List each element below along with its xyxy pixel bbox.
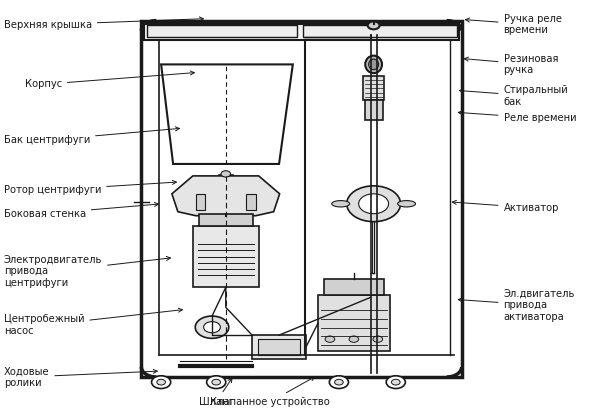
Ellipse shape bbox=[332, 201, 350, 207]
Bar bbox=[145, 24, 458, 40]
Text: Шланг: Шланг bbox=[199, 378, 233, 407]
Bar bbox=[365, 100, 383, 120]
Polygon shape bbox=[161, 64, 293, 164]
Circle shape bbox=[335, 379, 343, 385]
Text: Реле времени: Реле времени bbox=[458, 111, 576, 123]
Circle shape bbox=[157, 379, 166, 385]
Text: Клапанное устройство: Клапанное устройство bbox=[210, 377, 330, 407]
Text: Корпус: Корпус bbox=[25, 71, 194, 89]
Circle shape bbox=[152, 376, 171, 388]
Circle shape bbox=[329, 376, 349, 388]
Bar bbox=[218, 175, 233, 183]
Bar bbox=[324, 279, 384, 295]
Circle shape bbox=[359, 194, 389, 214]
Text: Эл.двигатель
привода
активатора: Эл.двигатель привода активатора bbox=[458, 289, 575, 322]
Circle shape bbox=[212, 379, 221, 385]
Circle shape bbox=[386, 376, 406, 388]
Bar bbox=[363, 76, 385, 100]
Bar bbox=[193, 226, 259, 287]
Circle shape bbox=[195, 316, 229, 338]
Circle shape bbox=[221, 171, 230, 177]
Text: Ротор центрифуги: Ротор центрифуги bbox=[4, 180, 176, 195]
Ellipse shape bbox=[368, 59, 379, 70]
Polygon shape bbox=[172, 176, 280, 216]
Circle shape bbox=[391, 379, 400, 385]
Ellipse shape bbox=[365, 55, 382, 73]
Bar bbox=[196, 194, 205, 210]
Text: Боковая стенка: Боковая стенка bbox=[4, 202, 158, 219]
Circle shape bbox=[368, 21, 380, 29]
Bar bbox=[252, 335, 306, 359]
Circle shape bbox=[325, 336, 335, 342]
Bar bbox=[199, 214, 253, 226]
Text: Верхняя крышка: Верхняя крышка bbox=[4, 17, 203, 30]
Circle shape bbox=[206, 376, 226, 388]
Circle shape bbox=[373, 336, 383, 342]
Circle shape bbox=[203, 322, 220, 333]
Bar bbox=[318, 295, 390, 351]
Text: Электродвигатель
привода
центрифуги: Электродвигатель привода центрифуги bbox=[4, 255, 170, 288]
Text: Резиновая
ручка: Резиновая ручка bbox=[464, 53, 558, 75]
Text: Ходовые
ролики: Ходовые ролики bbox=[4, 366, 157, 388]
Bar bbox=[303, 25, 457, 37]
Bar bbox=[258, 339, 300, 355]
Text: Стиральный
бак: Стиральный бак bbox=[460, 85, 568, 107]
Bar bbox=[246, 194, 256, 210]
Text: Активатор: Активатор bbox=[452, 200, 559, 213]
Circle shape bbox=[349, 336, 359, 342]
Ellipse shape bbox=[398, 201, 416, 207]
Bar bbox=[148, 25, 297, 37]
Circle shape bbox=[347, 186, 401, 222]
Bar bbox=[142, 20, 461, 377]
Text: Бак центрифуги: Бак центрифуги bbox=[4, 127, 179, 145]
Text: Центробежный
насос: Центробежный насос bbox=[4, 308, 182, 336]
Text: Ручка реле
времени: Ручка реле времени bbox=[466, 14, 562, 35]
